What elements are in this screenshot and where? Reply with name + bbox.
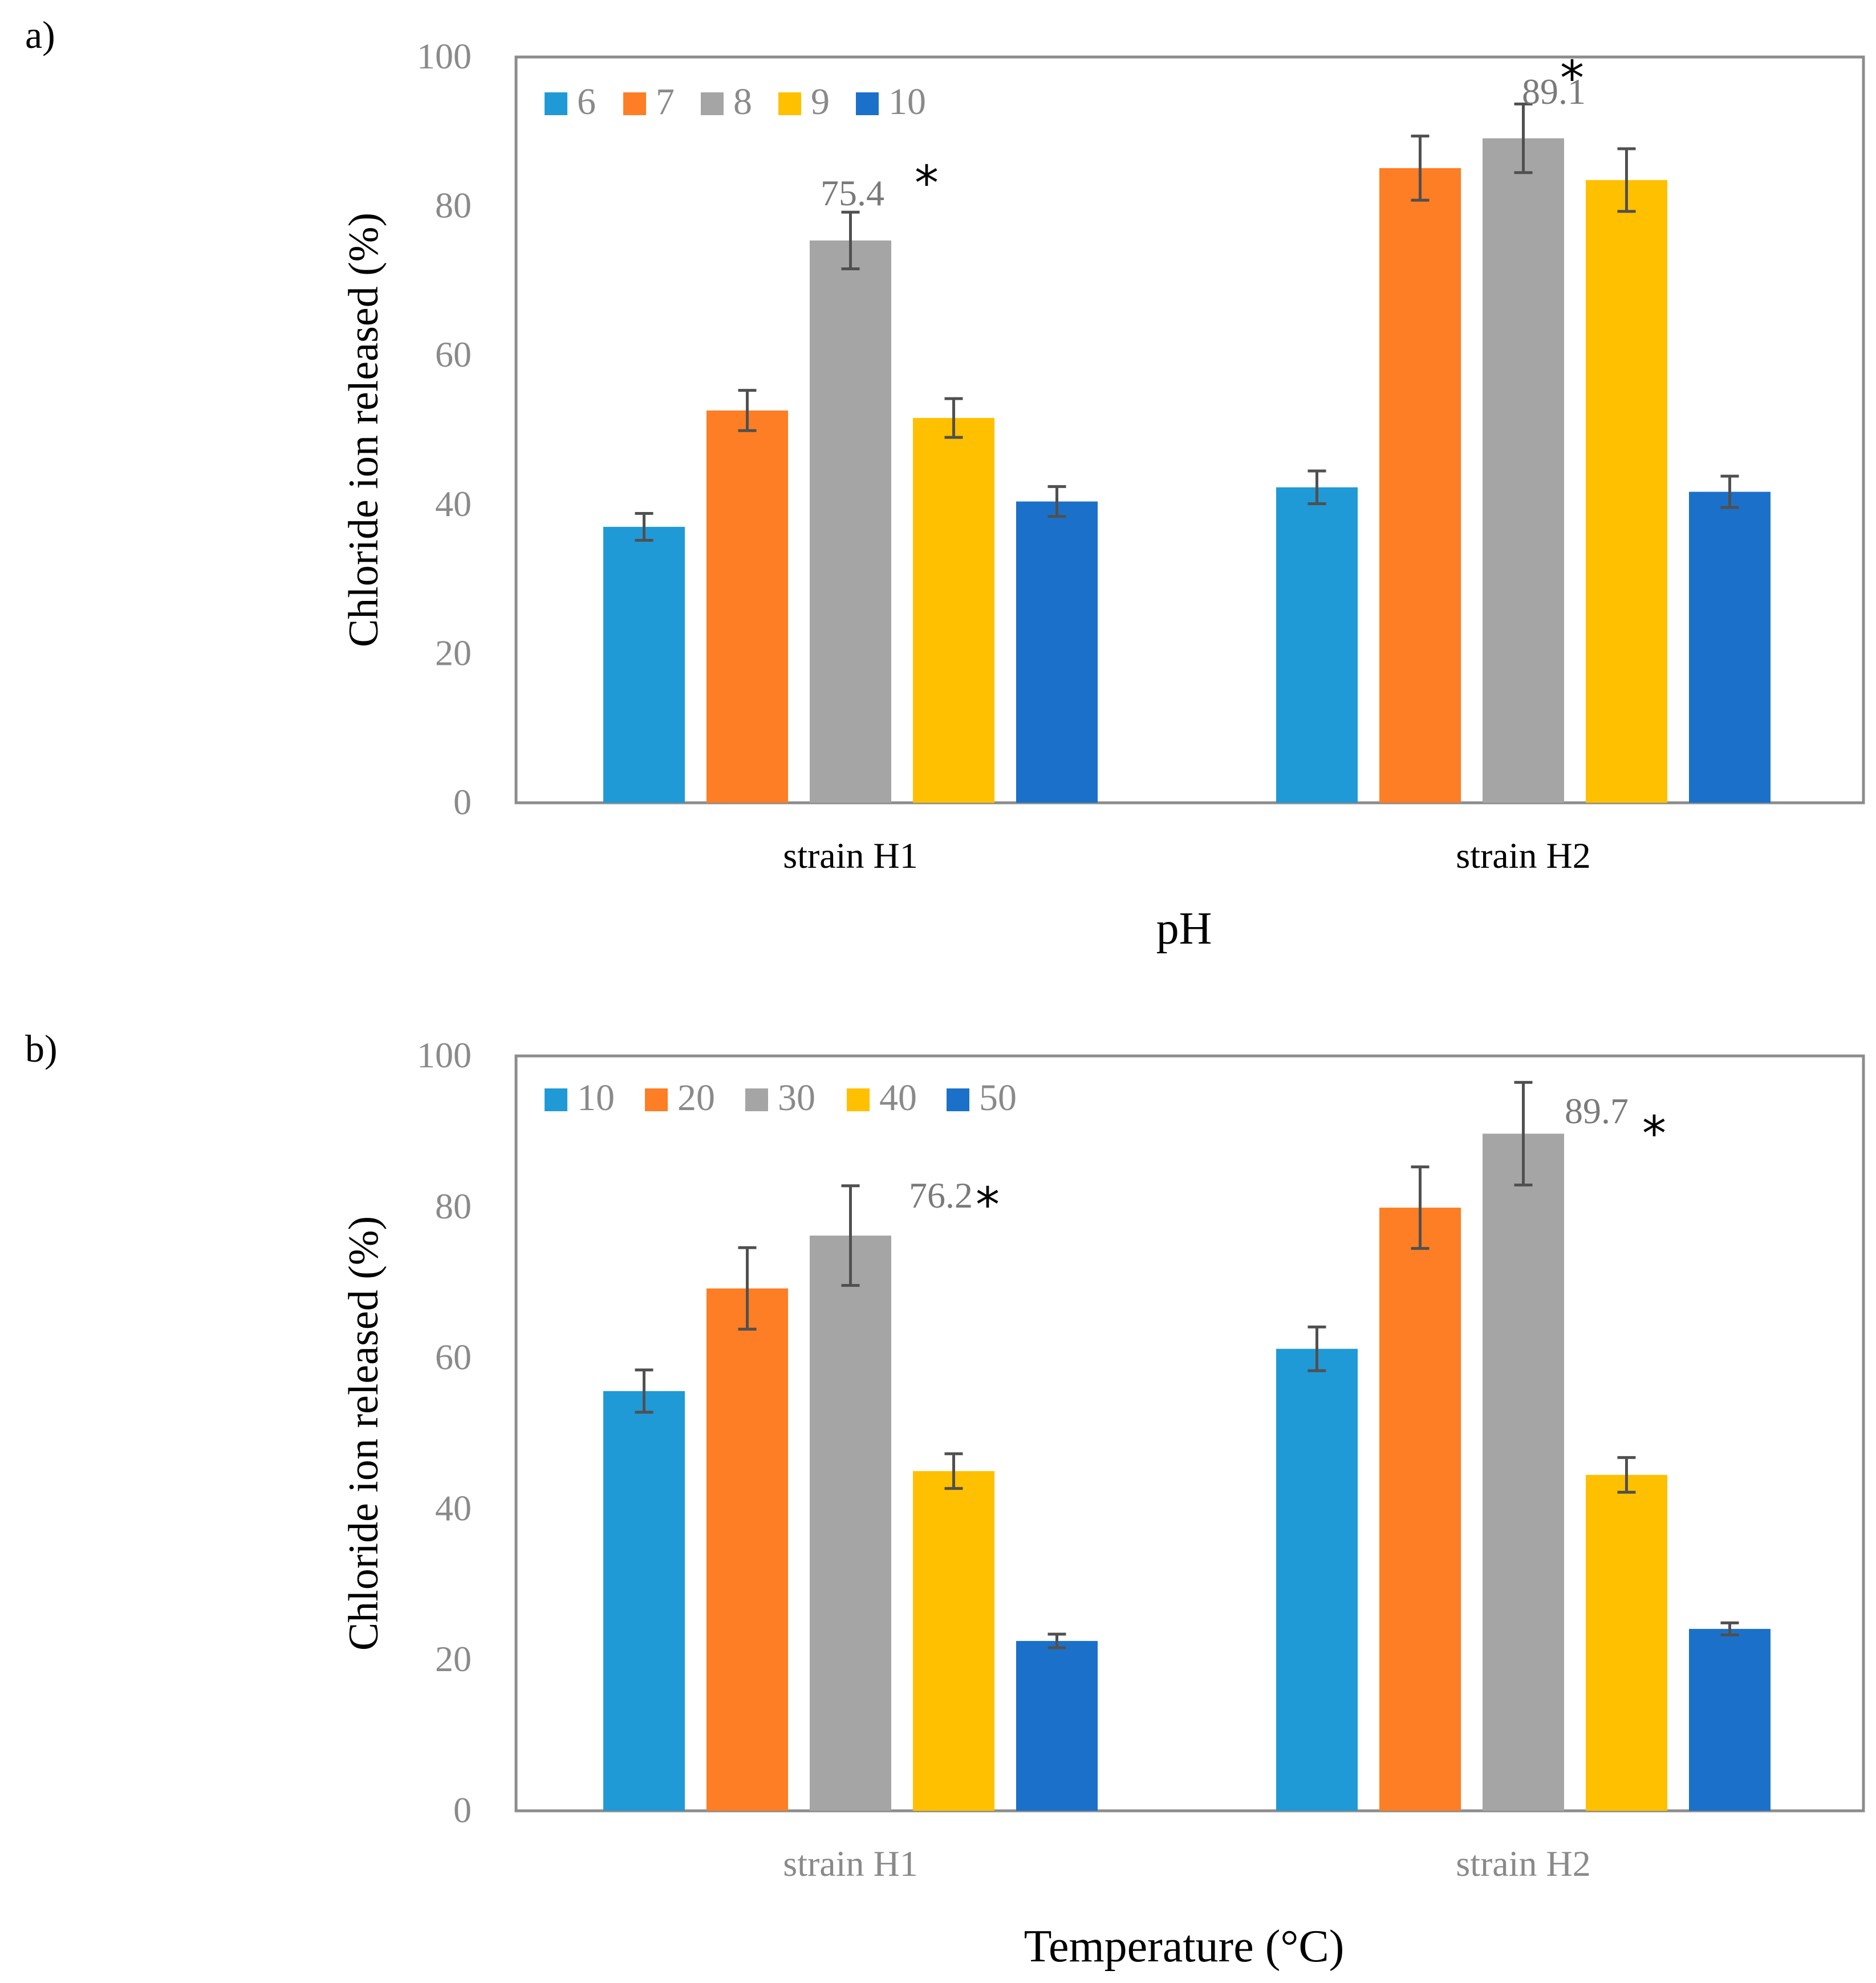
bar: [913, 418, 994, 803]
bar: [810, 240, 891, 803]
error-bar: [1307, 469, 1326, 505]
legend-swatch: [545, 92, 567, 115]
legend-swatch: [545, 1088, 567, 1111]
error-bar: [944, 397, 963, 439]
bar: [706, 1288, 788, 1811]
x-axis-label: pH: [1156, 904, 1212, 954]
legend-label: 7: [656, 81, 675, 123]
error-bar: [1720, 1621, 1739, 1637]
error-bar: [1617, 1456, 1636, 1494]
error-bar: [738, 389, 757, 432]
chart-panel-a: a) 0 20 40 60 80 100 Chloride ion released (%) s…: [25, 13, 1865, 954]
error-bar: [1411, 135, 1430, 202]
y-tick-label: 80: [435, 185, 472, 226]
y-tick-label: 20: [435, 1639, 472, 1679]
bar: [1016, 501, 1098, 803]
y-tick-label: 20: [435, 632, 472, 673]
bar: [1016, 1641, 1098, 1811]
y-tick-label: 60: [435, 1337, 472, 1377]
y-tick-label: 0: [453, 782, 472, 822]
y-axis-label: Chloride ion released (%): [340, 213, 387, 647]
legend-label: 8: [733, 81, 752, 123]
error-bar: [1307, 1325, 1326, 1372]
legend-swatch: [745, 1088, 768, 1111]
error-bar: [1617, 147, 1636, 213]
legend-swatch: [645, 1088, 668, 1111]
error-bar: [1514, 102, 1533, 174]
error-bar: [1047, 1632, 1066, 1649]
legend-label: 9: [811, 81, 830, 123]
y-tick-label: 40: [435, 483, 472, 524]
bar: [1483, 138, 1564, 803]
error-bar: [738, 1246, 757, 1331]
y-tick-label: 100: [417, 36, 472, 76]
chart-panel-b: b) 0 20 40 60 80 100 Chloride ion released (%) s…: [25, 1027, 1865, 1972]
y-tick-label: 40: [435, 1488, 472, 1528]
error-bar: [841, 210, 860, 270]
error-bar: [1720, 474, 1739, 509]
plot-frame: [514, 1054, 1865, 1813]
bar: [1689, 1628, 1771, 1811]
legend-swatch: [856, 92, 879, 115]
bar: [913, 1471, 994, 1811]
legend-label: 10: [888, 81, 926, 123]
significance-marker: *: [1642, 1106, 1666, 1161]
legend-label: 30: [778, 1077, 815, 1119]
category-label: strain H2: [1456, 1843, 1590, 1884]
significance-marker: *: [976, 1177, 1000, 1233]
bar: [706, 410, 788, 803]
error-bar: [1514, 1080, 1533, 1186]
legend-swatch: [947, 1088, 969, 1111]
error-bar: [944, 1452, 963, 1490]
bar: [1276, 487, 1358, 803]
bar: [1689, 491, 1771, 803]
data-label: 75.4: [821, 173, 884, 213]
y-tick-label: 100: [417, 1035, 472, 1075]
legend-swatch: [847, 1088, 870, 1111]
y-tick-label: 80: [435, 1186, 472, 1226]
y-axis-label: Chloride ion released (%): [340, 1216, 387, 1651]
category-label: strain H1: [783, 1843, 917, 1884]
legend-label: 10: [577, 1077, 615, 1119]
y-tick-label: 0: [453, 1790, 472, 1830]
bar: [1586, 1474, 1667, 1811]
x-axis-label: Temperature (°C): [1024, 1921, 1345, 1972]
bar: [1379, 1208, 1461, 1811]
legend-swatch: [778, 92, 801, 115]
bar: [603, 527, 685, 803]
category-label: strain H1: [783, 835, 917, 876]
bar: [810, 1236, 891, 1811]
legend-label: 20: [677, 1077, 715, 1119]
error-bar: [635, 1368, 653, 1414]
error-bar: [1411, 1165, 1430, 1250]
plot-frame: [514, 55, 1865, 804]
error-bar: [841, 1184, 860, 1287]
bar: [1379, 168, 1461, 803]
bar: [1483, 1133, 1564, 1811]
panel-label: a): [25, 13, 55, 56]
error-bar: [1047, 485, 1066, 518]
legend-swatch: [623, 92, 646, 115]
legend-label: 6: [577, 81, 596, 123]
panel-label: b): [25, 1027, 58, 1070]
data-label: 76.2: [909, 1175, 973, 1216]
data-label: 89.1: [1522, 71, 1586, 112]
error-bar: [635, 511, 653, 542]
y-tick-label: 60: [435, 334, 472, 375]
bar: [1276, 1348, 1358, 1811]
data-label: 89.7: [1565, 1091, 1629, 1131]
legend-label: 50: [979, 1077, 1017, 1119]
category-label: strain H2: [1456, 835, 1590, 876]
legend-swatch: [701, 92, 724, 115]
bar: [603, 1391, 685, 1811]
legend-label: 40: [879, 1077, 917, 1119]
significance-marker: *: [1560, 50, 1584, 106]
bar: [1586, 180, 1667, 803]
significance-marker: *: [915, 155, 939, 211]
